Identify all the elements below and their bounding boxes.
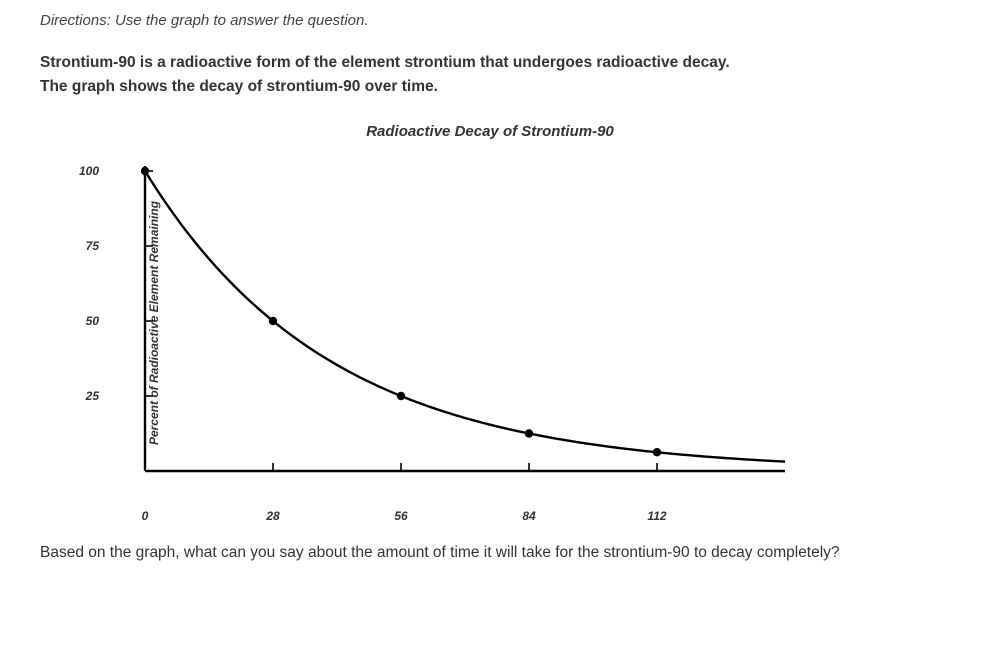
plot-area: 1007550250285684112	[105, 161, 805, 501]
x-tick-label: 0	[142, 509, 149, 523]
x-tick-label: 112	[647, 509, 666, 523]
chart-title: Radioactive Decay of Strontium-90	[300, 123, 680, 140]
intro-line-2: The graph shows the decay of strontium-9…	[40, 78, 438, 95]
intro-line-1: Strontium-90 is a radioactive form of th…	[40, 54, 730, 71]
directions-text: Directions: Use the graph to answer the …	[40, 12, 986, 29]
decay-chart: Radioactive Decay of Strontium-90 Percen…	[40, 123, 820, 523]
x-tick-label: 28	[266, 509, 279, 523]
question-text: Based on the graph, what can you say abo…	[40, 541, 986, 564]
plot-svg	[105, 161, 805, 501]
x-tick-label: 84	[522, 509, 535, 523]
y-tick-label: 25	[69, 389, 99, 403]
x-tick-label: 56	[394, 509, 407, 523]
y-tick-label: 100	[69, 164, 99, 178]
y-tick-label: 75	[69, 239, 99, 253]
y-tick-label: 50	[69, 314, 99, 328]
intro-paragraph: Strontium-90 is a radioactive form of th…	[40, 51, 986, 99]
